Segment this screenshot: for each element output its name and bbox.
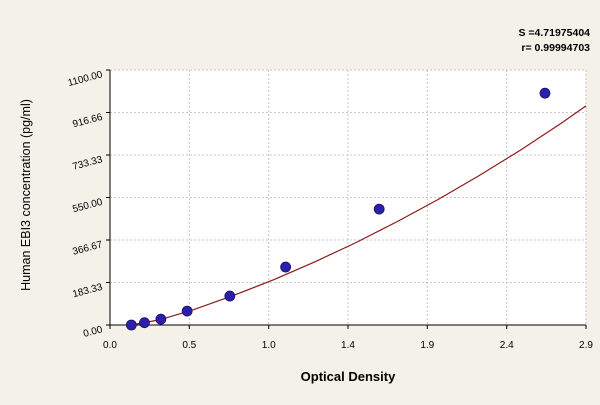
data-point	[373, 203, 385, 215]
stat-r-annotation: r= 0.99994703	[521, 42, 590, 54]
data-point	[539, 87, 551, 99]
x-tick-label: 1.4	[341, 340, 355, 351]
stat-s-annotation: S =4.71975404	[518, 27, 590, 39]
axes	[106, 69, 587, 329]
x-tick-label: 1.9	[420, 340, 434, 351]
x-tick-label: 0.0	[103, 340, 117, 351]
y-tick-label: 733.33	[71, 154, 104, 173]
y-tick-label: 1100.00	[67, 69, 104, 89]
y-tick-label: 183.33	[71, 282, 104, 301]
y-tick-label: 916.66	[71, 112, 104, 131]
y-tick-label: 366.67	[71, 239, 104, 258]
data-point	[155, 313, 167, 325]
y-tick-label: 550.00	[71, 197, 104, 216]
data-point	[125, 319, 137, 331]
data-point	[224, 290, 236, 302]
data-points-layer	[125, 87, 551, 331]
y-tick-label: 0.00	[82, 324, 104, 340]
y-axis-title: Human EBI3 concentration (pg/ml)	[19, 99, 33, 291]
x-axis-title: Optical Density	[301, 369, 396, 384]
data-point	[181, 305, 193, 317]
grid-lines	[110, 69, 587, 325]
data-point	[280, 261, 292, 273]
x-tick-label: 1.0	[262, 340, 276, 351]
x-tick-label: 2.9	[579, 340, 593, 351]
x-tick-label: 0.5	[182, 340, 196, 351]
x-tick-label: 2.4	[500, 340, 514, 351]
data-point	[139, 317, 150, 329]
